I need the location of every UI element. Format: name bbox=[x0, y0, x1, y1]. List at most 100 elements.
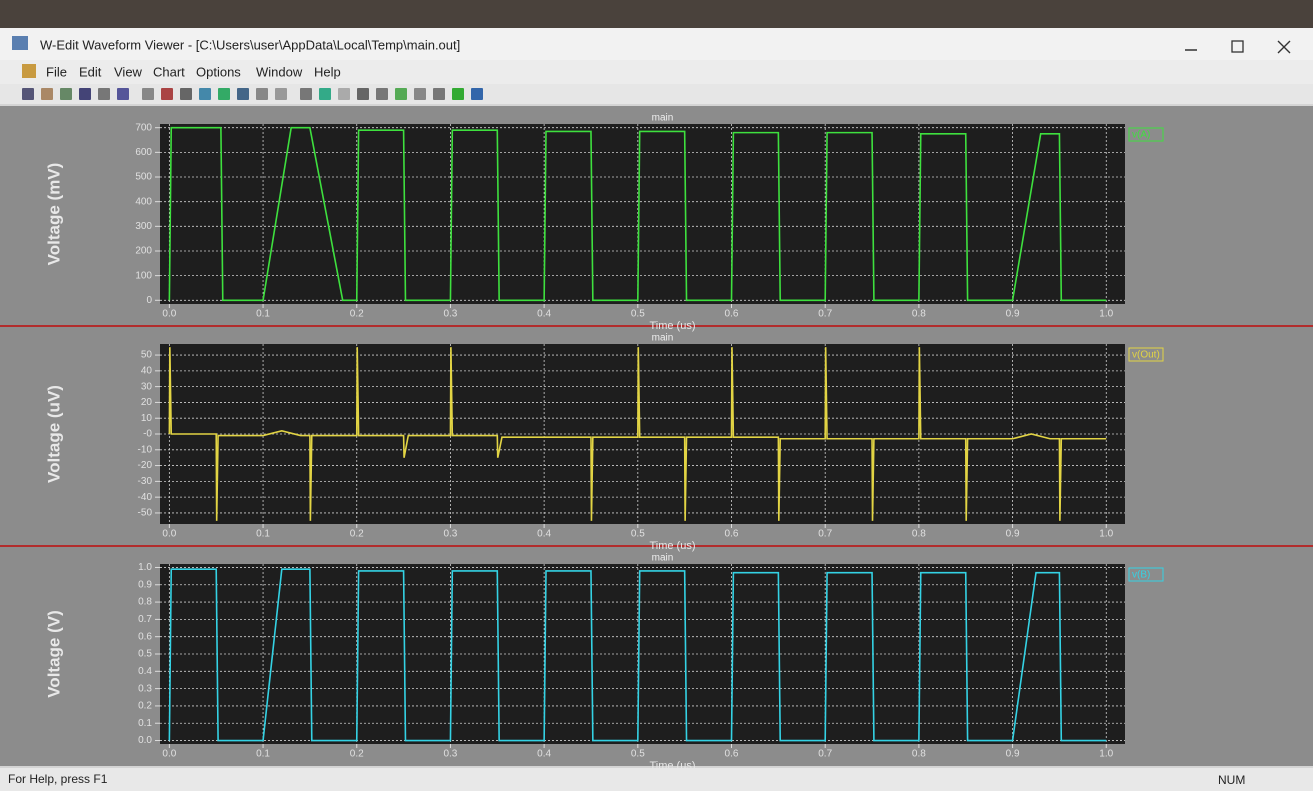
toolbar-icon[interactable] bbox=[256, 88, 268, 100]
x-axis-label: Time (us) bbox=[649, 320, 695, 332]
toolbar-icon[interactable] bbox=[471, 88, 483, 100]
x-axis-label: Time (us) bbox=[649, 760, 695, 772]
toolbar-icon[interactable] bbox=[79, 88, 91, 100]
toolbar-icon[interactable] bbox=[319, 88, 331, 100]
app-window: W-Edit Waveform Viewer - [C:\Users\user\… bbox=[0, 0, 1313, 791]
status-text: For Help, press F1 bbox=[8, 772, 108, 786]
doc-icon bbox=[22, 64, 36, 78]
y-axis-label: Voltage (V) bbox=[44, 610, 63, 698]
x-tick-label: 0.4 bbox=[537, 749, 551, 760]
x-tick-label: 0.1 bbox=[256, 529, 270, 540]
y-tick-label: -40 bbox=[138, 492, 153, 503]
menu-item[interactable]: Window bbox=[256, 64, 303, 79]
x-tick-label: 0.9 bbox=[1006, 749, 1020, 760]
y-tick-label: 0.2 bbox=[138, 701, 152, 712]
y-axis-label: Voltage (uV) bbox=[44, 385, 63, 483]
toolbar bbox=[0, 84, 1313, 104]
x-tick-label: 0.6 bbox=[725, 749, 739, 760]
toolbar-icon[interactable] bbox=[275, 88, 287, 100]
legend-label: v(B) bbox=[1132, 570, 1150, 581]
y-tick-label: 0.7 bbox=[138, 614, 152, 625]
y-tick-label: -20 bbox=[138, 460, 153, 471]
toolbar-icon[interactable] bbox=[452, 88, 464, 100]
toolbar-icon[interactable] bbox=[199, 88, 211, 100]
y-tick-label: 0.6 bbox=[138, 631, 152, 642]
y-tick-label: 0.5 bbox=[138, 649, 152, 660]
x-tick-label: 0.1 bbox=[256, 309, 270, 320]
chart-title: main bbox=[652, 113, 674, 124]
y-axis-label: Voltage (mV) bbox=[44, 163, 63, 266]
x-tick-label: 0.7 bbox=[818, 529, 832, 540]
chart-title: main bbox=[652, 553, 674, 564]
x-tick-label: 0.3 bbox=[443, 529, 457, 540]
toolbar-icon[interactable] bbox=[300, 88, 312, 100]
menu-item[interactable]: Options bbox=[196, 64, 241, 79]
toolbar-icon[interactable] bbox=[237, 88, 249, 100]
y-tick-label: 600 bbox=[135, 147, 152, 158]
toolbar-icon[interactable] bbox=[357, 88, 369, 100]
screen-edge bbox=[0, 0, 1313, 28]
status-indicator: NUM bbox=[1218, 773, 1245, 787]
x-tick-label: 0.8 bbox=[912, 309, 926, 320]
menu-item[interactable]: View bbox=[114, 64, 143, 79]
x-tick-label: 1.0 bbox=[1099, 309, 1113, 320]
y-tick-label: -30 bbox=[138, 476, 153, 487]
x-tick-label: 0.2 bbox=[350, 529, 364, 540]
x-tick-label: 0.4 bbox=[537, 529, 551, 540]
y-tick-label: 0.1 bbox=[138, 718, 152, 729]
y-tick-label: 0.3 bbox=[138, 683, 152, 694]
toolbar-icon[interactable] bbox=[98, 88, 110, 100]
x-tick-label: 0.8 bbox=[912, 749, 926, 760]
y-tick-label: -50 bbox=[138, 508, 153, 519]
chart-title: main bbox=[652, 333, 674, 344]
x-tick-label: 1.0 bbox=[1099, 749, 1113, 760]
toolbar-icon[interactable] bbox=[22, 88, 34, 100]
toolbar-icon[interactable] bbox=[395, 88, 407, 100]
menu-item[interactable]: Help bbox=[314, 64, 341, 79]
y-tick-label: 700 bbox=[135, 122, 152, 133]
x-tick-label: 0.3 bbox=[443, 309, 457, 320]
toolbar-icon[interactable] bbox=[414, 88, 426, 100]
menu-item[interactable]: Chart bbox=[153, 64, 185, 79]
y-tick-label: 100 bbox=[135, 270, 152, 281]
toolbar-icon[interactable] bbox=[376, 88, 388, 100]
x-tick-label: 0.2 bbox=[350, 309, 364, 320]
y-tick-label: 300 bbox=[135, 221, 152, 232]
y-tick-label: 400 bbox=[135, 196, 152, 207]
x-tick-label: 1.0 bbox=[1099, 529, 1113, 540]
y-tick-label: 10 bbox=[141, 413, 153, 424]
y-tick-label: 200 bbox=[135, 246, 152, 257]
menu-item[interactable]: Edit bbox=[79, 64, 102, 79]
toolbar-icon[interactable] bbox=[338, 88, 350, 100]
toolbar-icon[interactable] bbox=[60, 88, 72, 100]
toolbar-icon[interactable] bbox=[117, 88, 129, 100]
toolbar-icon[interactable] bbox=[161, 88, 173, 100]
y-tick-label: -10 bbox=[138, 444, 153, 455]
x-tick-label: 0.1 bbox=[256, 749, 270, 760]
toolbar-icon[interactable] bbox=[41, 88, 53, 100]
x-tick-label: 0.8 bbox=[912, 529, 926, 540]
x-tick-label: 0.5 bbox=[631, 529, 645, 540]
toolbar-icon[interactable] bbox=[433, 88, 445, 100]
toolbar-icon[interactable] bbox=[180, 88, 192, 100]
y-tick-label: 0.9 bbox=[138, 579, 152, 590]
x-tick-label: 0.9 bbox=[1006, 309, 1020, 320]
y-tick-label: 50 bbox=[141, 350, 153, 361]
plot-area bbox=[160, 124, 1125, 304]
window-title: W-Edit Waveform Viewer - [C:\Users\user\… bbox=[40, 37, 460, 52]
x-tick-label: 0.6 bbox=[725, 529, 739, 540]
x-tick-label: 0.7 bbox=[818, 309, 832, 320]
x-tick-label: 0.3 bbox=[443, 749, 457, 760]
y-tick-label: 0.4 bbox=[138, 666, 152, 677]
x-tick-label: 0.0 bbox=[162, 309, 176, 320]
x-tick-label: 0.4 bbox=[537, 309, 551, 320]
y-tick-label: 20 bbox=[141, 397, 153, 408]
x-tick-label: 0.0 bbox=[162, 749, 176, 760]
y-tick-label: 1.0 bbox=[138, 562, 152, 573]
toolbar-icon[interactable] bbox=[218, 88, 230, 100]
menu-item[interactable]: File bbox=[46, 64, 67, 79]
x-axis-label: Time (us) bbox=[649, 540, 695, 552]
x-tick-label: 0.2 bbox=[350, 749, 364, 760]
legend-label: v(Out) bbox=[1132, 350, 1160, 361]
toolbar-icon[interactable] bbox=[142, 88, 154, 100]
